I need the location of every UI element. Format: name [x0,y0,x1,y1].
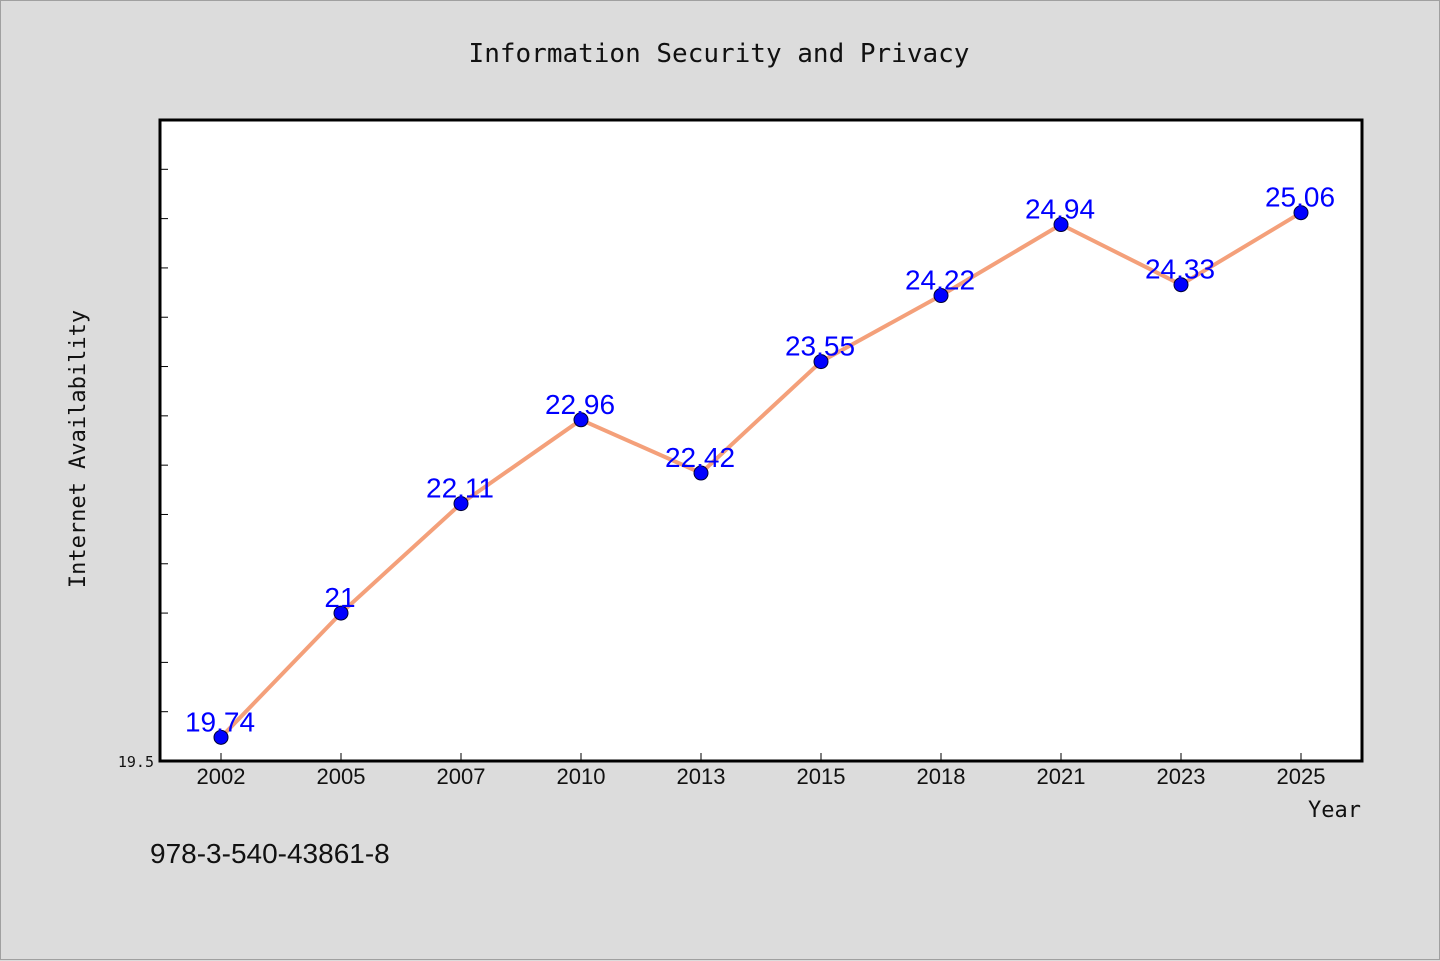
data-label: 22.11 [426,473,494,504]
data-label: 22.96 [545,389,615,420]
x-axis-label: Year [1308,798,1361,823]
x-tick-label: 2005 [317,764,366,789]
x-axis-tick-labels: 2002 2005 2007 2010 2013 2015 2018 2021 2023 2025 [197,764,1326,789]
data-point [213,729,229,745]
data-point [573,412,589,428]
data-point [693,465,709,481]
x-tick-label: 2025 [1277,764,1326,789]
y-axis-ticks [160,119,168,762]
x-tick-label: 2023 [1157,764,1206,789]
series-markers [213,205,1309,745]
data-label: 23.55 [785,331,855,362]
data-label: 24.94 [1025,194,1095,225]
x-tick-label: 2007 [437,764,486,789]
chart-title: Information Security and Privacy [469,39,970,69]
x-tick-label: 2021 [1037,764,1086,789]
x-tick-label: 2010 [557,764,606,789]
data-point [453,496,469,512]
y-axis-label: Internet Availability [66,310,91,588]
x-tick-label: 2002 [197,764,246,789]
data-point [933,288,949,304]
plot-area [158,118,1364,763]
data-label: 25.06 [1265,182,1335,213]
data-point [1173,277,1189,293]
data-label: 24.22 [905,265,975,296]
data-label: 22.42 [665,442,735,473]
x-axis-ticks [220,753,1302,761]
data-point [1293,205,1309,221]
isbn-footer: 978-3-540-43861-8 [150,838,390,869]
data-point [813,354,829,370]
x-tick-label: 2015 [797,764,846,789]
data-label: 21 [324,582,355,613]
data-label: 19.74 [185,706,255,737]
data-labels: 19.74 21 22.11 22.96 22.42 23.55 24.22 24.94 24.… [185,182,1335,738]
series-line [219,210,1303,740]
y-tick-label: 19.5 [118,753,154,771]
data-label: 24.33 [1145,254,1215,285]
data-point [1053,217,1069,233]
x-tick-label: 2013 [677,764,726,789]
data-point [333,605,349,621]
x-tick-label: 2018 [917,764,966,789]
